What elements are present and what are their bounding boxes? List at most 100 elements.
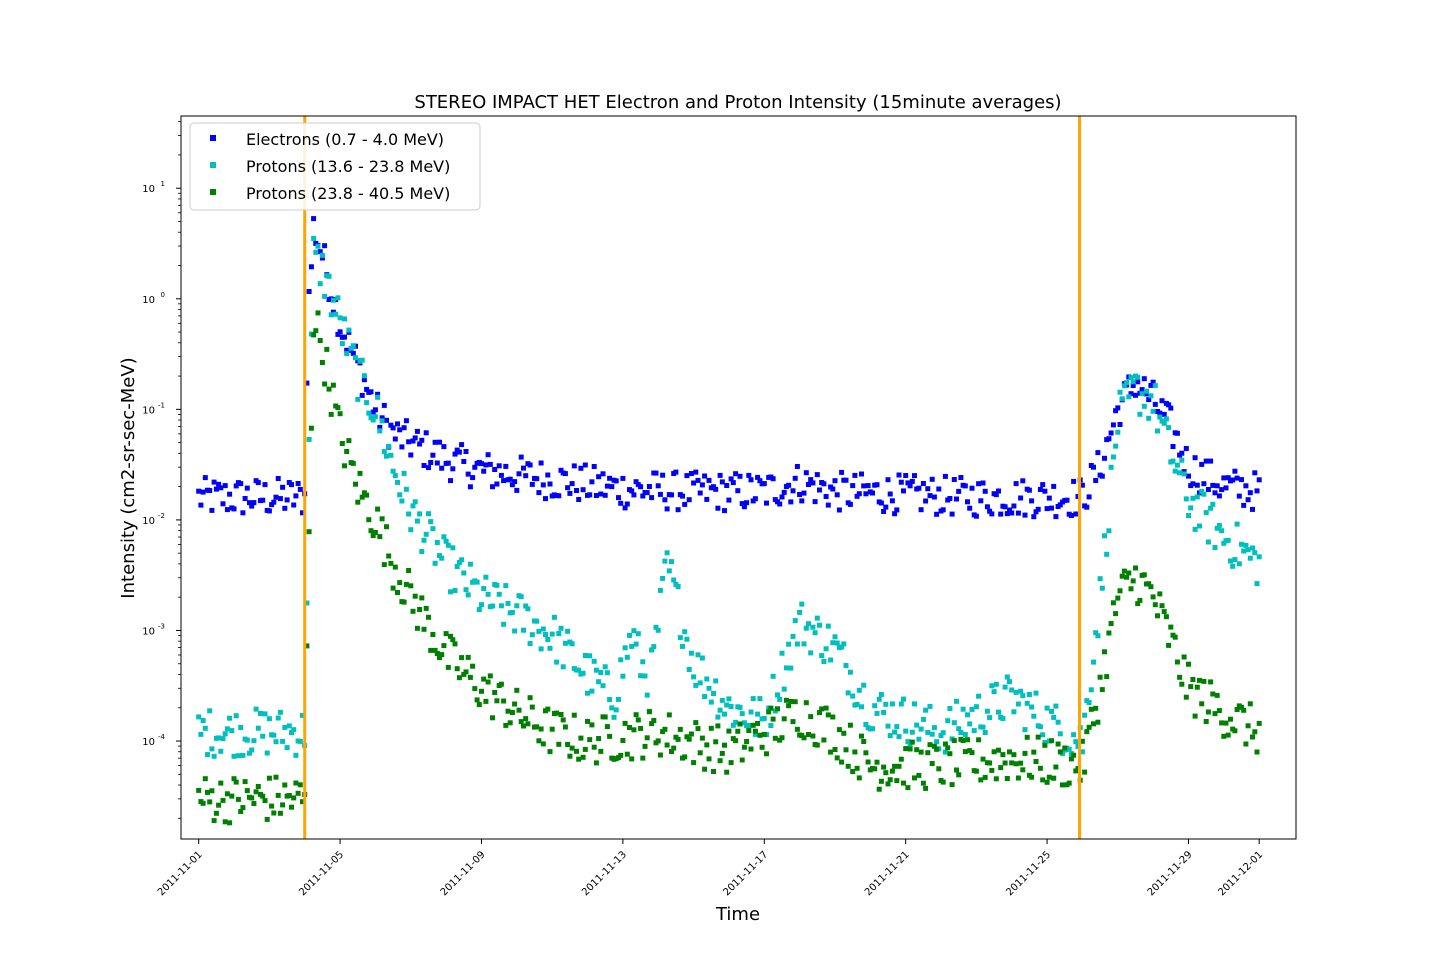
data-point (688, 471, 694, 476)
data-point (428, 519, 434, 525)
data-point (1166, 402, 1172, 408)
legend-box (189, 122, 481, 211)
data-point (397, 427, 403, 433)
data-point (739, 501, 745, 507)
data-point (399, 444, 405, 450)
data-point (907, 483, 913, 489)
data-point (1212, 545, 1218, 550)
data-point (558, 467, 564, 473)
data-point (1250, 545, 1255, 551)
data-point (479, 602, 484, 608)
data-point (887, 733, 893, 739)
data-point (273, 494, 279, 500)
data-point (697, 750, 703, 756)
data-point (624, 654, 630, 660)
data-point (1095, 633, 1101, 639)
data-point (808, 650, 814, 656)
data-point (543, 496, 548, 502)
data-point (1013, 481, 1019, 487)
data-point (289, 730, 294, 736)
data-point (980, 480, 986, 486)
data-point (300, 712, 305, 718)
data-point (1159, 398, 1165, 404)
plot-area (196, 116, 1262, 839)
data-point (518, 454, 524, 460)
data-point (421, 463, 427, 468)
data-point (1247, 555, 1253, 561)
data-point (280, 802, 286, 808)
data-point (220, 736, 226, 742)
data-point (1210, 691, 1216, 697)
data-point (1139, 391, 1145, 397)
data-point (1137, 411, 1143, 417)
data-point (684, 473, 690, 479)
data-point (490, 715, 495, 721)
data-point (686, 736, 692, 742)
data-point (235, 753, 241, 759)
data-point (1049, 738, 1054, 744)
data-point (666, 712, 672, 718)
data-point (498, 603, 504, 609)
data-point (311, 332, 317, 338)
data-point (642, 673, 648, 679)
data-point (956, 726, 962, 732)
data-point (733, 738, 739, 744)
data-point (1177, 674, 1183, 680)
data-point (1044, 506, 1050, 512)
data-point (1084, 729, 1090, 735)
data-point (565, 628, 571, 634)
data-point (783, 665, 789, 671)
data-point (892, 729, 898, 735)
data-point (525, 721, 531, 727)
data-point (1057, 731, 1063, 737)
data-point (222, 731, 228, 737)
data-point (744, 739, 750, 744)
data-point (609, 705, 615, 711)
data-point (757, 696, 763, 702)
data-point (454, 666, 460, 672)
data-point (624, 501, 630, 507)
data-point (1110, 422, 1116, 428)
data-point (847, 501, 853, 507)
data-point (695, 726, 701, 732)
data-point (1088, 687, 1094, 693)
data-point (355, 396, 361, 402)
data-point (1133, 392, 1138, 398)
data-point (1221, 475, 1227, 481)
data-point (202, 725, 208, 731)
data-point (412, 499, 418, 505)
data-point (465, 471, 471, 477)
data-point (825, 502, 831, 508)
data-point (297, 486, 303, 492)
data-point (737, 721, 743, 727)
data-point (1113, 611, 1119, 617)
data-point (306, 436, 312, 442)
data-point (711, 769, 716, 774)
data-point (556, 493, 562, 499)
data-point (620, 475, 626, 481)
data-point (372, 530, 378, 535)
data-point (582, 746, 588, 752)
data-point (775, 692, 780, 698)
data-point (1037, 765, 1043, 771)
data-point (918, 749, 924, 755)
data-point (903, 473, 909, 478)
data-point (1046, 495, 1052, 501)
data-point (293, 493, 299, 499)
data-point (1141, 403, 1147, 409)
data-point (980, 724, 986, 730)
data-point (841, 730, 847, 736)
data-point (266, 508, 272, 514)
data-point (1221, 540, 1227, 546)
data-point (381, 449, 387, 455)
data-point (311, 216, 317, 222)
data-point (830, 714, 836, 720)
data-point (834, 755, 840, 761)
data-point (1155, 613, 1160, 619)
data-point (463, 449, 469, 454)
data-point (627, 632, 632, 638)
data-point (814, 472, 820, 478)
data-point (607, 733, 613, 739)
data-point (253, 706, 259, 712)
